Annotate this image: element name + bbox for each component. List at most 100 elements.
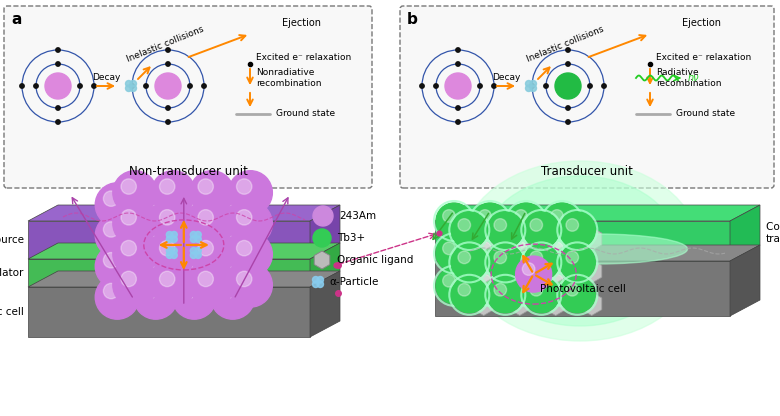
Circle shape: [494, 251, 506, 264]
Circle shape: [166, 231, 173, 238]
Circle shape: [130, 81, 136, 87]
Ellipse shape: [460, 161, 700, 341]
Circle shape: [523, 212, 559, 248]
Circle shape: [472, 268, 508, 304]
Circle shape: [452, 212, 488, 248]
Circle shape: [180, 222, 196, 237]
Circle shape: [219, 283, 234, 299]
Text: Decay: Decay: [492, 73, 520, 82]
Circle shape: [443, 210, 456, 222]
Circle shape: [166, 252, 173, 258]
Text: Transducer unit: Transducer unit: [541, 165, 633, 178]
Circle shape: [198, 240, 214, 256]
Circle shape: [530, 251, 543, 264]
Circle shape: [479, 210, 491, 222]
Polygon shape: [530, 251, 551, 274]
Text: a: a: [11, 12, 21, 27]
Text: α-Particle: α-Particle: [329, 277, 378, 287]
Circle shape: [551, 242, 563, 255]
Circle shape: [180, 283, 196, 299]
Circle shape: [494, 283, 506, 296]
Text: Organic ligand: Organic ligand: [337, 255, 413, 265]
Polygon shape: [530, 218, 551, 242]
Circle shape: [211, 183, 255, 227]
Text: Radioactive source: Radioactive source: [0, 235, 24, 245]
Circle shape: [229, 171, 272, 215]
Text: Ground state: Ground state: [676, 109, 735, 119]
Circle shape: [523, 244, 559, 280]
Polygon shape: [28, 221, 310, 259]
Circle shape: [530, 85, 537, 92]
Circle shape: [211, 275, 255, 319]
Circle shape: [533, 260, 538, 265]
Circle shape: [488, 212, 523, 248]
Polygon shape: [459, 218, 479, 242]
Circle shape: [313, 277, 319, 283]
Circle shape: [456, 62, 460, 66]
Circle shape: [530, 219, 543, 231]
Text: Ejection: Ejection: [682, 18, 721, 28]
Polygon shape: [459, 251, 479, 274]
FancyBboxPatch shape: [400, 6, 774, 188]
Circle shape: [317, 277, 324, 283]
Circle shape: [159, 210, 175, 225]
Text: Photovoltaic cell: Photovoltaic cell: [540, 283, 626, 294]
Polygon shape: [730, 245, 760, 316]
Circle shape: [133, 183, 178, 227]
Polygon shape: [435, 205, 760, 221]
Circle shape: [190, 252, 197, 258]
Circle shape: [95, 213, 140, 258]
Circle shape: [458, 219, 470, 231]
Circle shape: [566, 251, 579, 264]
Circle shape: [229, 263, 272, 307]
Circle shape: [172, 275, 216, 319]
Circle shape: [172, 183, 216, 227]
Circle shape: [458, 251, 470, 264]
Circle shape: [126, 81, 132, 87]
Circle shape: [166, 62, 170, 66]
Circle shape: [188, 84, 192, 88]
Circle shape: [121, 271, 136, 287]
Circle shape: [452, 244, 488, 280]
Circle shape: [434, 84, 438, 88]
Circle shape: [95, 183, 140, 227]
FancyBboxPatch shape: [4, 6, 372, 188]
Circle shape: [190, 201, 234, 245]
Circle shape: [190, 232, 234, 276]
Polygon shape: [28, 205, 340, 221]
Polygon shape: [435, 221, 730, 261]
Circle shape: [133, 275, 178, 319]
Circle shape: [478, 84, 482, 88]
Circle shape: [551, 210, 563, 222]
Circle shape: [198, 179, 214, 194]
Text: Ejection: Ejection: [282, 18, 321, 28]
Circle shape: [543, 281, 548, 287]
Circle shape: [472, 235, 508, 271]
Polygon shape: [509, 227, 530, 251]
Circle shape: [190, 236, 197, 243]
Circle shape: [151, 201, 195, 245]
Circle shape: [519, 281, 524, 287]
Circle shape: [566, 283, 579, 296]
Text: Inelastic collisions: Inelastic collisions: [125, 25, 205, 64]
Circle shape: [172, 244, 216, 288]
Polygon shape: [566, 218, 587, 242]
Polygon shape: [310, 243, 340, 287]
Circle shape: [211, 244, 255, 288]
Polygon shape: [730, 205, 760, 261]
Circle shape: [508, 268, 544, 304]
Circle shape: [104, 191, 119, 206]
Polygon shape: [28, 259, 310, 287]
Circle shape: [190, 171, 234, 215]
Circle shape: [198, 271, 214, 287]
Circle shape: [488, 244, 523, 280]
Circle shape: [104, 222, 119, 237]
Circle shape: [142, 253, 158, 268]
Circle shape: [559, 277, 595, 313]
Circle shape: [151, 263, 195, 307]
Circle shape: [121, 179, 136, 194]
Circle shape: [166, 236, 173, 243]
Polygon shape: [495, 218, 515, 242]
Circle shape: [543, 278, 548, 283]
Circle shape: [515, 275, 527, 287]
